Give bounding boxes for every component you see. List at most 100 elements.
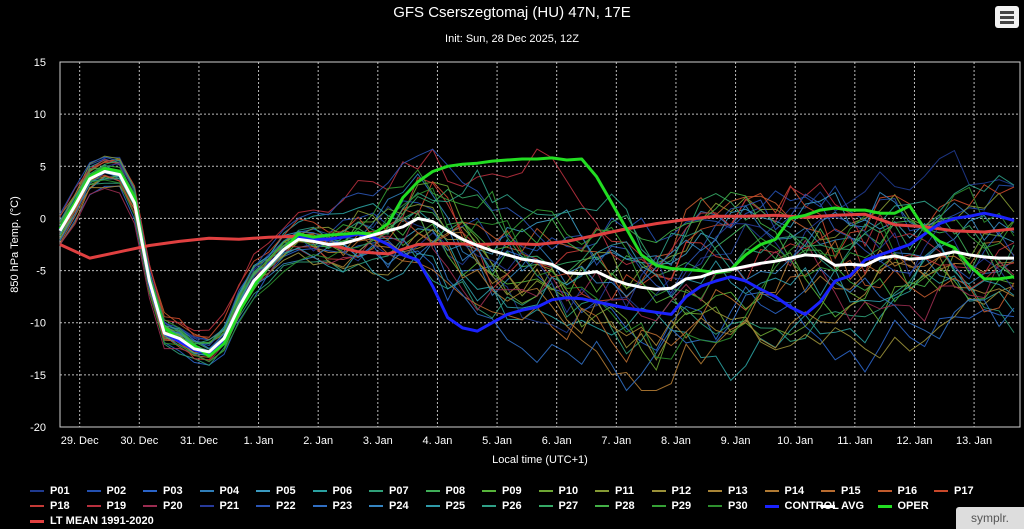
legend-label: CONTROL	[784, 500, 839, 512]
legend-item-p20[interactable]: P20	[143, 500, 183, 512]
legend-swatch	[86, 490, 101, 492]
legend-label: P02	[106, 485, 127, 497]
legend-item-p17[interactable]: P17	[934, 485, 974, 497]
legend-swatch	[651, 505, 666, 507]
legend-swatch	[143, 490, 157, 492]
legend-item-avg[interactable]: AVG	[821, 500, 864, 512]
legend-label: P13	[728, 485, 748, 497]
legend-item-p09[interactable]: P09	[482, 485, 522, 497]
legend-swatch	[821, 490, 835, 492]
x-tick-label: 9. Jan	[721, 435, 751, 447]
series-line-p30	[59, 179, 1015, 362]
legend-item-p14[interactable]: P14	[764, 485, 805, 497]
x-tick-label: 4. Jan	[422, 435, 452, 447]
symplr-badge: symplr.	[956, 507, 1024, 529]
legend-item-p19[interactable]: P19	[86, 500, 126, 512]
legend-item-oper[interactable]: OPER	[877, 500, 929, 512]
legend-label: P23	[332, 500, 353, 512]
y-tick-label: -5	[36, 266, 46, 278]
legend-label: P15	[841, 485, 861, 497]
x-axis-label: Local time (UTC+1)	[492, 454, 588, 466]
legend-item-control[interactable]: CONTROL	[764, 500, 839, 512]
legend-label: P01	[50, 485, 70, 497]
legend-item-p16[interactable]: P16	[877, 485, 918, 497]
legend-label: LT MEAN 1991-2020	[50, 515, 154, 527]
legend-swatch	[312, 490, 327, 492]
x-tick-label: 3. Jan	[363, 435, 393, 447]
legend-swatch	[538, 505, 553, 507]
legend-label: P18	[50, 500, 70, 512]
ensemble-members	[59, 148, 1015, 392]
legend-item-p13[interactable]: P13	[708, 485, 748, 497]
series-line-p23	[59, 172, 1015, 392]
series-line-p22	[59, 148, 1015, 347]
legend-item-p02[interactable]: P02	[86, 485, 127, 497]
x-tick-label: 1. Jan	[244, 435, 274, 447]
legend-swatch	[86, 505, 101, 507]
legend-item-p04[interactable]: P04	[199, 485, 239, 497]
legend-item-p25[interactable]: P25	[425, 500, 465, 512]
series-line-oper	[58, 156, 1015, 358]
legend-label: OPER	[897, 500, 929, 512]
legend-item-p18[interactable]: P18	[30, 500, 70, 512]
legend-item-p22[interactable]: P22	[256, 500, 296, 512]
axis-labels: -20 -15 -10 -5 0 5 10 15 29. Dec 30. Dec 31. Dec 1.…	[9, 57, 992, 466]
legend-swatch	[425, 490, 440, 492]
series-line-p27	[59, 159, 1015, 345]
legend-label: P16	[897, 485, 918, 497]
legend-item-p10[interactable]: P10	[538, 485, 579, 497]
legend-item-p08[interactable]: P08	[425, 485, 465, 497]
x-tick-label: 13. Jan	[956, 435, 992, 447]
legend-label: P06	[332, 485, 353, 497]
legend-label: P20	[163, 500, 183, 512]
y-tick-label: 10	[34, 109, 46, 121]
series-line-p29	[59, 165, 1015, 344]
legend-item-p03[interactable]: P03	[143, 485, 183, 497]
legend-label: P26	[502, 500, 522, 512]
legend-label: P03	[163, 485, 183, 497]
legend-label: P10	[558, 485, 579, 497]
legend-item-p07[interactable]: P07	[369, 485, 409, 497]
y-tick-label: 5	[40, 161, 46, 173]
legend-item-p29[interactable]: P29	[651, 500, 692, 512]
legend-label: P22	[276, 500, 296, 512]
legend-label: P17	[954, 485, 974, 497]
x-tick-label: 31. Dec	[180, 435, 218, 447]
legend-item-p24[interactable]: P24	[369, 500, 409, 512]
legend-label: P29	[671, 500, 692, 512]
legend-item-p05[interactable]: P05	[256, 485, 296, 497]
series-line-p11	[59, 155, 1015, 344]
legend-item-p12[interactable]: P12	[651, 485, 691, 497]
legend-item-p15[interactable]: P15	[821, 485, 861, 497]
y-tick-label: -10	[30, 318, 46, 330]
menu-icon[interactable]	[995, 6, 1019, 28]
legend-item-p06[interactable]: P06	[312, 485, 353, 497]
legend-item-p21[interactable]: P21	[199, 500, 240, 512]
legend-item-p30[interactable]: P30	[708, 500, 748, 512]
x-tick-label: 2. Jan	[303, 435, 333, 447]
legend-item-p11[interactable]: P11	[595, 485, 634, 497]
reference-series	[58, 156, 1015, 358]
legend-label: P24	[389, 500, 409, 512]
legend-label: P14	[784, 485, 805, 497]
legend-swatch	[30, 505, 44, 507]
legend-swatch	[595, 490, 609, 492]
x-tick-label: 11. Jan	[837, 435, 872, 447]
legend-label: P30	[728, 500, 748, 512]
y-tick-label: -20	[30, 422, 46, 434]
chart-title: GFS Cserszegtomaj (HU) 47N, 17E	[393, 4, 631, 21]
legend-swatch	[764, 504, 779, 508]
legend-item-p23[interactable]: P23	[312, 500, 353, 512]
legend-label: P21	[219, 500, 240, 512]
legend-item-p26[interactable]: P26	[482, 500, 522, 512]
legend-item-lt-mean-1991-2020[interactable]: LT MEAN 1991-2020	[30, 515, 154, 527]
legend-item-p28[interactable]: P28	[595, 500, 635, 512]
x-tick-label: 6. Jan	[542, 435, 572, 447]
y-axis-label: 850 hPa Temp. (°C)	[9, 196, 21, 293]
legend-item-p27[interactable]: P27	[538, 500, 578, 512]
legend-item-p01[interactable]: P01	[30, 485, 70, 497]
series-line-p20	[59, 187, 1015, 363]
legend-label: P11	[615, 485, 634, 497]
legend-swatch	[934, 490, 948, 492]
